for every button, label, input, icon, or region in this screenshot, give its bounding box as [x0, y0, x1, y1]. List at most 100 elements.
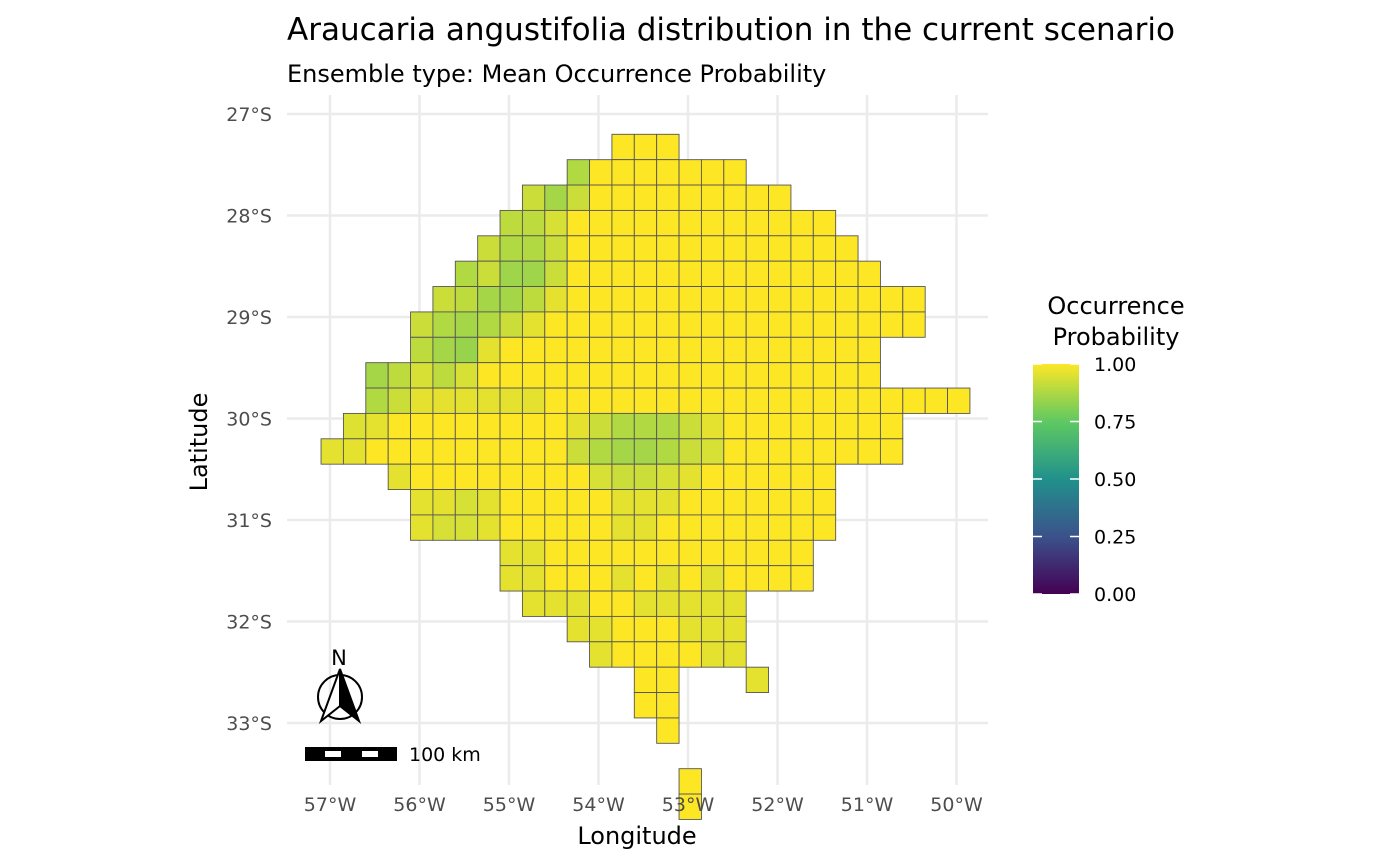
grid-cell — [835, 286, 859, 313]
grid-cell — [633, 209, 658, 237]
chart-subtitle: Ensemble type: Mean Occurrence Probabili… — [287, 60, 826, 88]
grid-cell — [342, 412, 367, 440]
grid-cell — [656, 362, 680, 389]
grid-cell — [477, 260, 501, 288]
grid-cell — [633, 311, 658, 338]
grid-cell — [656, 159, 680, 186]
grid-cell — [410, 311, 434, 338]
grid-cell — [499, 438, 523, 465]
x-tick-label: 56°W — [393, 794, 446, 816]
grid-cell — [477, 412, 501, 440]
grid-cell — [678, 184, 702, 211]
grid-cell — [924, 387, 948, 414]
grid-cell — [656, 286, 680, 313]
grid-cell — [723, 412, 747, 440]
grid-cell — [857, 286, 881, 313]
grid-cell — [589, 615, 613, 643]
grid-cell — [544, 489, 568, 516]
grid-cell — [656, 590, 680, 617]
grid-cell — [768, 209, 792, 237]
grid-cell — [723, 565, 747, 592]
grid-cell — [633, 133, 658, 161]
x-tick-label: 57°W — [304, 794, 357, 816]
grid-cell — [723, 184, 747, 211]
grid-cell — [812, 235, 837, 262]
grid-cell — [432, 387, 456, 414]
x-tick-label: 53°W — [662, 794, 715, 816]
grid-cell — [633, 438, 658, 465]
grid-cell — [812, 286, 837, 313]
grid-cell — [790, 565, 814, 592]
grid-cell — [678, 311, 702, 338]
grid-cell — [656, 463, 680, 491]
grid-cell — [566, 489, 590, 516]
grid-cell — [387, 387, 412, 414]
grid-cell — [589, 184, 613, 211]
grid-cell — [611, 260, 635, 288]
grid-cell — [857, 260, 881, 288]
grid-cell — [499, 489, 523, 516]
grid-cell — [566, 235, 590, 262]
grid-cell — [633, 590, 658, 617]
grid-cell — [365, 438, 389, 465]
grid-cell — [678, 590, 702, 617]
x-tick-label: 51°W — [841, 794, 894, 816]
grid-cell — [544, 235, 568, 262]
grid-cell — [656, 336, 680, 364]
grid-cell — [700, 463, 725, 491]
grid-cell — [454, 311, 479, 338]
grid-cell — [678, 387, 702, 414]
grid-cell — [477, 463, 501, 491]
grid-cell — [611, 286, 635, 313]
grid-cell — [700, 565, 725, 592]
grid-cell — [633, 489, 658, 516]
grid-cell — [700, 286, 725, 313]
grid-cell — [879, 438, 904, 465]
grid-cell — [768, 489, 792, 516]
grid-cell — [499, 565, 523, 592]
grid-cell — [566, 260, 590, 288]
grid-cell — [700, 362, 725, 389]
grid-cell — [700, 590, 725, 617]
grid-cell — [544, 184, 568, 211]
grid-cell — [320, 438, 344, 465]
legend-tick-label: 0.75 — [1094, 412, 1136, 434]
grid-cell — [566, 387, 590, 414]
grid-cell — [812, 438, 837, 465]
grid-cell — [879, 412, 904, 440]
grid-cell — [566, 286, 590, 313]
grid-cell — [566, 159, 590, 186]
grid-cell — [656, 489, 680, 516]
grid-cell — [566, 184, 590, 211]
grid-cell — [656, 184, 680, 211]
grid-cell — [633, 666, 658, 694]
grid-cell — [857, 438, 881, 465]
grid-cell — [700, 641, 725, 668]
y-axis-label: Latitude — [185, 393, 213, 492]
grid-cell — [656, 514, 680, 541]
north-arrow: N — [317, 646, 363, 724]
grid-cell — [410, 489, 434, 516]
grid-cell — [745, 336, 769, 364]
grid-cell — [365, 412, 389, 440]
legend: Occurrence Probability 1.00 0.75 0.50 0.25 0… — [1033, 292, 1185, 606]
grid-cell — [723, 209, 747, 237]
grid-cell — [499, 514, 523, 541]
grid-cell — [589, 565, 613, 592]
grid-cell — [432, 514, 456, 541]
grid-cell — [723, 387, 747, 414]
y-axis-ticks: 27°S 28°S 29°S 30°S 31°S 32°S 33°S — [226, 104, 272, 735]
grid-cell — [790, 539, 814, 567]
grid-cell — [745, 387, 769, 414]
grid-cell — [544, 362, 568, 389]
grid-cell — [589, 235, 613, 262]
grid-cell — [611, 438, 635, 465]
grid-cell — [521, 387, 546, 414]
grid-cell — [477, 336, 501, 364]
grid-cell — [633, 362, 658, 389]
grid-cell — [633, 615, 658, 643]
grid-cell — [768, 387, 792, 414]
grid-cell — [879, 311, 904, 338]
x-axis-ticks: 57°W 56°W 55°W 54°W 53°W 52°W 51°W 50°W — [304, 794, 983, 816]
grid-cell — [633, 514, 658, 541]
